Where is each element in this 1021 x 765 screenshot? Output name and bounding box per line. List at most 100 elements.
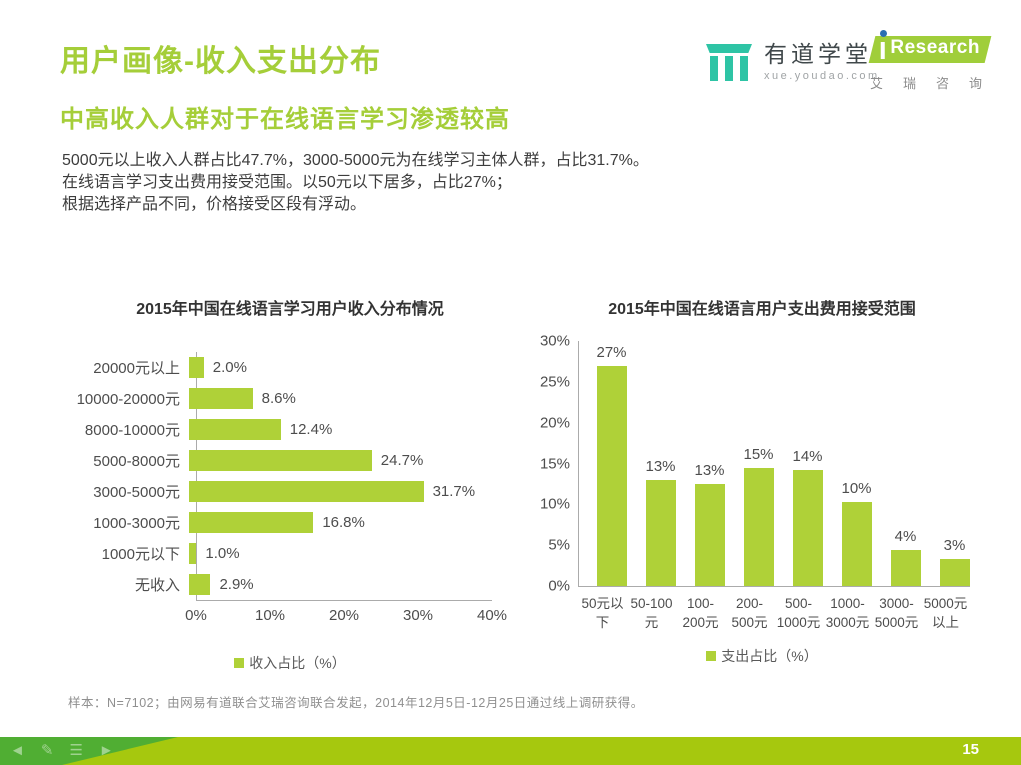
category-label: 10000-20000元 — [76, 391, 180, 408]
income-chart-x-ticks: 0% 10% 20% 30% 40% — [60, 607, 520, 627]
iresearch-banner: Research — [868, 30, 992, 63]
x-axis-tick-label: 10% — [254, 607, 286, 624]
bar-value-label: 4% — [894, 528, 917, 546]
next-page-icon[interactable]: ► — [98, 742, 114, 759]
summary-line: 在线语言学习支出费用接受范围。以50元以下居多，占比27%； — [62, 174, 512, 191]
legend-swatch-icon — [706, 651, 717, 661]
y-axis-tick-label: 20% — [539, 414, 570, 432]
y-axis-tick-label: 10% — [539, 495, 570, 513]
y-axis-tick-label: 25% — [539, 373, 570, 391]
bar-value-label: 24.7% — [380, 452, 424, 469]
spend-chart-legend: 支出占比（%） — [536, 646, 988, 666]
category-label: 3000-5000元 — [93, 484, 180, 501]
category-label: 无收入 — [134, 577, 180, 594]
category-label: 50-100 元 — [630, 596, 673, 630]
income-bar-row: 无收入 2.9% — [60, 569, 520, 600]
income-bar — [189, 388, 253, 409]
income-chart-title: 2015年中国在线语言学习用户收入分布情况 — [136, 301, 444, 318]
x-axis-tick-label: 20% — [328, 607, 360, 624]
bar-value-label: 13% — [645, 457, 676, 475]
summary-line: 根据选择产品不同，价格接受区段有浮动。 — [62, 196, 367, 213]
x-axis-tick-label: 30% — [402, 607, 434, 624]
iresearch-chinese-name: 艾 瑞 咨 询 — [870, 76, 982, 91]
spend-acceptance-chart: 2015年中国在线语言用户支出费用接受范围 30% 25% 20% 15% 10% 5% 0… — [536, 295, 988, 666]
income-bar-row: 1000元以下 1.0% — [60, 538, 520, 569]
income-bar — [189, 481, 424, 502]
spend-chart-plot: 30% 25% 20% 15% 10% 5% 0% 27% 13% 13% 15% 14% 10% 4% 3… — [540, 333, 970, 595]
sample-footnote: 样本：N=7102；由网易有道联合艾瑞咨询联合发起，2014年12月5日-12月… — [68, 696, 644, 710]
list-icon[interactable]: ☰ — [69, 742, 83, 759]
category-label: 5000-8000元 — [93, 453, 180, 470]
spend-bar — [596, 365, 627, 586]
spend-chart-x-axis-line — [578, 586, 970, 587]
income-chart-legend: 收入占比（%） — [60, 653, 520, 673]
page-subtitle: 中高收入人群对于在线语言学习渗透较高 — [60, 106, 510, 133]
prev-page-icon[interactable]: ◄ — [10, 742, 25, 759]
bar-value-label: 27% — [596, 343, 627, 361]
bar-value-label: 8.6% — [261, 390, 296, 407]
legend-swatch-icon — [234, 658, 245, 668]
pencil-icon[interactable]: ✎ — [40, 742, 54, 759]
income-bar-row: 10000-20000元 8.6% — [60, 383, 520, 414]
category-label: 50元以 下 — [581, 596, 624, 630]
category-label: 1000元以下 — [101, 546, 180, 563]
x-axis-tick-label: 0% — [185, 607, 207, 624]
legend-label: 支出占比（%） — [721, 648, 818, 664]
spend-bar — [939, 559, 970, 586]
bar-value-label: 12.4% — [289, 421, 333, 438]
iresearch-i-stem-icon — [880, 42, 885, 59]
income-chart-y-axis-line — [196, 352, 197, 601]
category-label: 3000- 5000元 — [874, 596, 919, 630]
iresearch-i-dot-icon — [879, 30, 887, 37]
category-label: 20000元以上 — [93, 360, 180, 377]
bar-value-label: 16.8% — [322, 514, 365, 531]
page-number: 15 — [962, 741, 979, 758]
y-axis-tick-label: 5% — [548, 536, 570, 554]
bar-value-label: 15% — [743, 445, 774, 463]
spend-bar — [890, 550, 921, 586]
category-label: 200- 500元 — [731, 596, 768, 630]
income-chart-x-axis-line — [196, 600, 492, 601]
bar-value-label: 14% — [792, 448, 823, 466]
category-label: 8000-10000元 — [84, 422, 180, 439]
income-distribution-chart: 2015年中国在线语言学习用户收入分布情况 20000元以上 2.0% 10000-… — [60, 295, 520, 673]
income-bar-row: 1000-3000元 16.8% — [60, 507, 520, 538]
income-bar-row: 8000-10000元 12.4% — [60, 414, 520, 445]
income-bar — [189, 357, 204, 378]
category-label: 500- 1000元 — [776, 596, 821, 630]
youdao-column-icon — [706, 40, 752, 86]
spend-bar — [792, 470, 823, 586]
income-bar-row: 5000-8000元 24.7% — [60, 445, 520, 476]
spend-bar — [694, 483, 725, 586]
summary-paragraph: 5000元以上收入人群占比47.7%，3000-5000元为在线学习主体人群，占… — [62, 150, 649, 216]
income-bar — [189, 543, 197, 564]
youdao-logo-name: 有道学堂 — [764, 41, 872, 67]
income-bar-row: 20000元以上 2.0% — [60, 352, 520, 383]
y-axis-tick-label: 15% — [539, 455, 570, 472]
bar-value-label: 31.7% — [432, 483, 476, 500]
page-title: 用户画像-收入支出分布 — [60, 45, 381, 78]
income-chart-plot: 20000元以上 2.0% 10000-20000元 8.6% 8000-10000元 1… — [60, 352, 520, 601]
summary-line: 5000元以上收入人群占比47.7%，3000-5000元为在线学习主体人群，占… — [62, 152, 649, 169]
x-axis-tick-label: 40% — [476, 607, 508, 624]
bar-value-label: 10% — [841, 479, 872, 497]
y-axis-tick-label: 30% — [539, 332, 570, 350]
y-axis-tick-label: 0% — [548, 577, 570, 595]
legend-label: 收入占比（%） — [249, 655, 346, 671]
bar-value-label: 2.9% — [219, 576, 254, 593]
iresearch-logo: Research 艾 瑞 咨 询 — [866, 30, 992, 92]
spend-bar — [743, 467, 774, 586]
bar-value-label: 13% — [694, 461, 725, 479]
category-label: 1000- 3000元 — [825, 596, 870, 630]
spend-bar — [841, 501, 872, 586]
income-bar — [189, 512, 314, 533]
spend-chart-x-labels: 50元以 下 50-100 元 100- 200元 200- 500元 500- 100… — [578, 594, 970, 632]
spend-chart-y-axis-line — [578, 341, 579, 587]
spend-bar — [645, 479, 676, 586]
footer-bar: ◄ ✎ ☰ ► 15 — [0, 737, 1021, 765]
income-bar — [189, 419, 281, 440]
category-label: 100- 200元 — [682, 596, 719, 630]
bar-value-label: 3% — [943, 537, 966, 555]
income-bar-row: 3000-5000元 31.7% — [60, 476, 520, 507]
